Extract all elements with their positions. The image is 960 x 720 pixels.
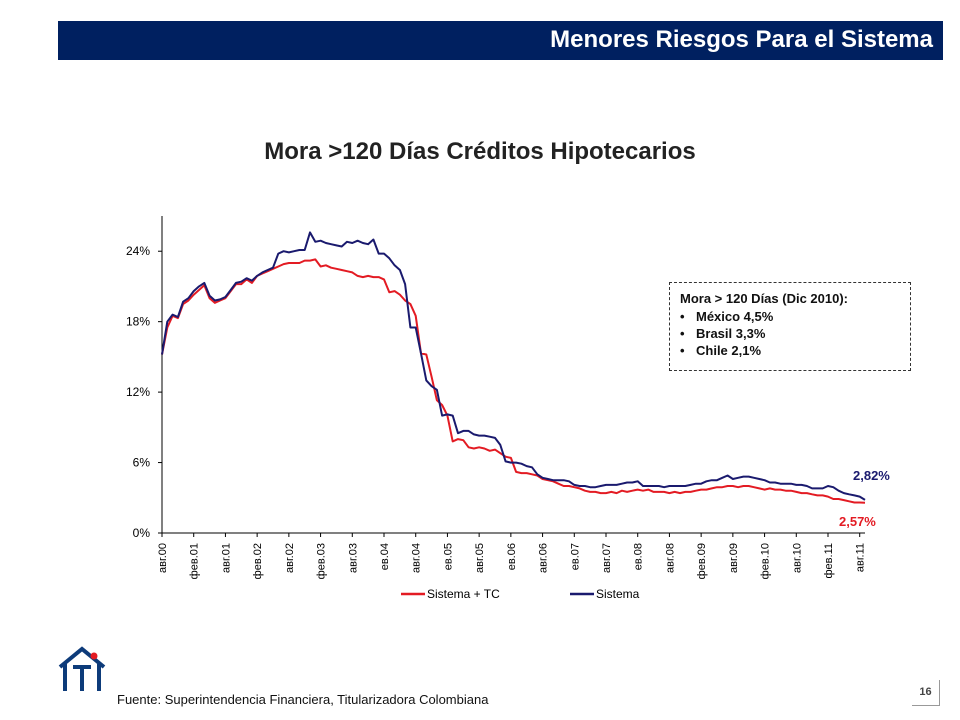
x-tick-label: авг.11 (855, 543, 867, 572)
x-tick-label: фев.03 (316, 543, 328, 579)
x-tick-label: фев.02 (252, 543, 264, 579)
x-tick-label: ев.06 (506, 543, 518, 570)
x-tick-label: авг.07 (601, 543, 613, 573)
note-box: Mora > 120 Días (Dic 2010): • México 4,5… (669, 282, 911, 371)
x-tick-label: авг.06 (538, 543, 550, 573)
x-tick-label: авг.02 (284, 543, 296, 573)
series-line-sistema (161, 231, 866, 501)
x-tick-label: авг.00 (157, 543, 169, 573)
x-tick-label: ев.05 (442, 543, 454, 570)
x-tick-label: авг.08 (664, 543, 676, 573)
legend-label: Sistema (596, 587, 640, 601)
x-tick-label: ев.04 (379, 543, 391, 570)
legend-label: Sistema + TC (427, 587, 500, 601)
note-item: • México 4,5% (680, 308, 910, 325)
note-item-label: Brasil 3,3% (696, 326, 766, 341)
x-tick-label: ев.07 (569, 543, 581, 570)
page-number: 16 (912, 680, 940, 706)
note-item: • Brasil 3,3% (680, 325, 910, 342)
y-tick-label: 12% (126, 385, 150, 399)
y-tick-label: 24% (126, 244, 150, 258)
note-item-label: México 4,5% (696, 309, 774, 324)
y-tick-label: 0% (133, 526, 151, 540)
y-tick-label: 18% (126, 315, 150, 329)
title-bar: Menores Riesgos Para el Sistema (58, 21, 943, 60)
note-item: • Chile 2,1% (680, 342, 910, 359)
x-tick-label: авг.05 (474, 543, 486, 573)
x-tick-label: фев.01 (189, 543, 201, 579)
house-logo-icon (58, 646, 106, 691)
x-tick-label: авг.04 (411, 543, 423, 573)
chart-title: Mora >120 Días Créditos Hipotecarios (264, 138, 696, 165)
note-item-label: Chile 2,1% (696, 343, 762, 358)
end-value-label: 2,57% (839, 514, 876, 529)
y-tick-label: 6% (133, 456, 151, 470)
x-tick-label: ев.08 (633, 543, 645, 570)
x-tick-label: авг.03 (347, 543, 359, 573)
bullet-icon: • (680, 326, 685, 341)
note-header: Mora > 120 Días (Dic 2010): (680, 291, 848, 306)
bullet-icon: • (680, 343, 685, 358)
x-tick-label: фев.11 (823, 543, 835, 579)
x-tick-label: авг.09 (728, 543, 740, 573)
x-tick-label: авг.10 (791, 543, 803, 573)
x-tick-label: авг.01 (220, 543, 232, 573)
bullet-icon: • (680, 309, 685, 324)
end-value-label: 2,82% (853, 468, 890, 483)
series-line-sistema-tc (161, 258, 866, 504)
source-footnote: Fuente: Superintendencia Financiera, Tit… (117, 692, 489, 707)
x-tick-label: фев.09 (696, 543, 708, 579)
slide-title: Menores Riesgos Para el Sistema (550, 26, 933, 53)
x-tick-label: фев.10 (760, 543, 772, 579)
